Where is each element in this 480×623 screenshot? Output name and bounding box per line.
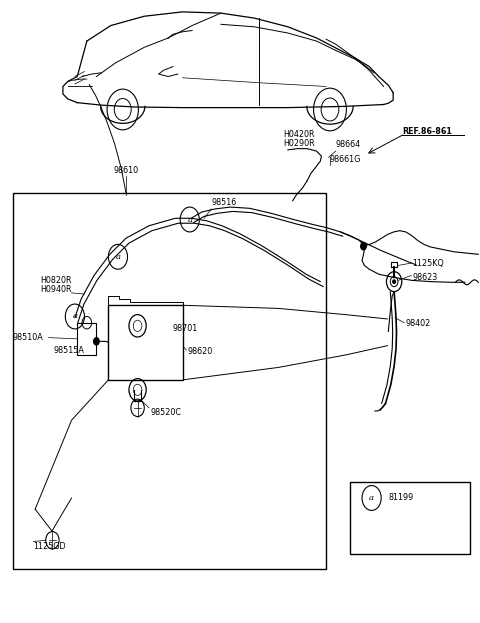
Text: 98661G: 98661G: [330, 155, 361, 164]
Bar: [12, 193, 326, 569]
Circle shape: [360, 242, 366, 250]
Circle shape: [393, 280, 396, 283]
Text: H0290R: H0290R: [283, 139, 315, 148]
Text: 81199: 81199: [388, 493, 414, 503]
Text: 98701: 98701: [173, 325, 198, 333]
Text: 98515A: 98515A: [53, 346, 84, 354]
Text: a: a: [369, 494, 374, 502]
Text: 1125GD: 1125GD: [33, 542, 66, 551]
Text: 98664: 98664: [336, 140, 361, 149]
Text: H0940R: H0940R: [40, 285, 72, 294]
Bar: [350, 482, 470, 554]
Text: 98623: 98623: [412, 273, 438, 282]
Text: 98610: 98610: [114, 166, 139, 174]
Text: 1125KQ: 1125KQ: [412, 259, 444, 267]
Text: 98402: 98402: [405, 320, 431, 328]
Text: H0420R: H0420R: [283, 130, 314, 139]
Bar: [77, 323, 96, 355]
Text: a: a: [72, 313, 77, 320]
Text: H0820R: H0820R: [40, 277, 72, 285]
Text: 98520C: 98520C: [150, 407, 181, 417]
Circle shape: [94, 338, 99, 345]
Text: 98510A: 98510A: [12, 333, 43, 342]
Bar: [108, 305, 182, 380]
Text: 98620: 98620: [187, 348, 213, 356]
Text: REF.86-861: REF.86-861: [403, 126, 453, 136]
Text: 98516: 98516: [211, 198, 237, 207]
Text: a: a: [187, 216, 192, 224]
Text: a: a: [116, 253, 120, 261]
